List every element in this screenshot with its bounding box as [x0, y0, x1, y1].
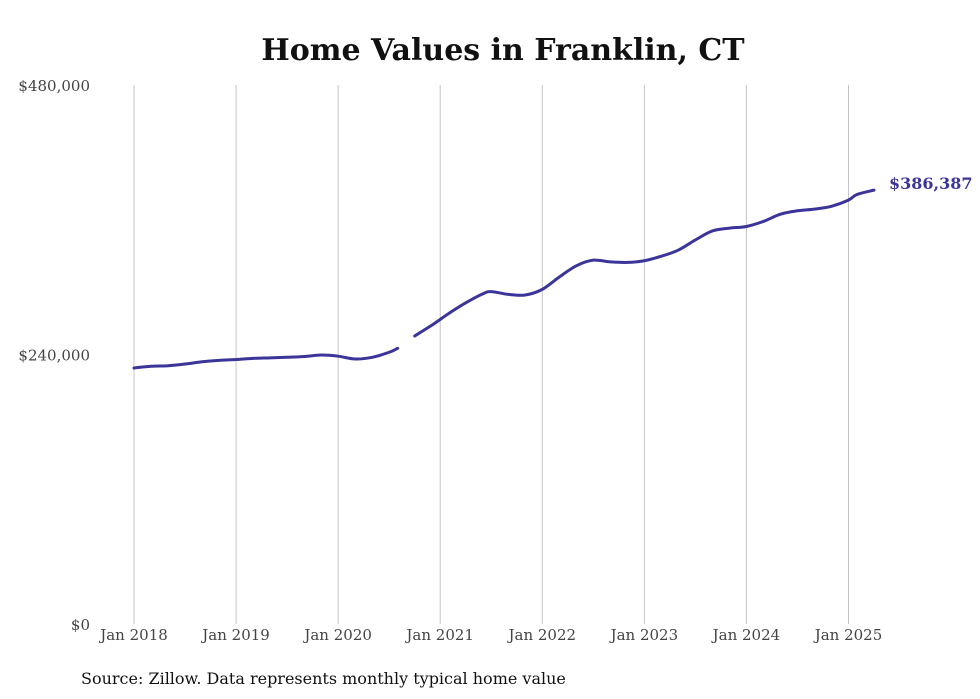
y-tick-label: $0: [71, 616, 90, 634]
end-value-label: $386,387: [889, 174, 973, 193]
x-tick-label: Jan 2019: [200, 626, 270, 644]
x-tick-label: Jan 2018: [98, 626, 168, 644]
y-axis-ticks: $0 $240,000 $480,000: [18, 77, 90, 634]
series-line-segment-1: [132, 346, 400, 370]
x-axis-ticks: Jan 2018 Jan 2019 Jan 2020 Jan 2021 Jan 2022…: [98, 626, 882, 644]
series-line-segment-2: [413, 188, 876, 338]
grid-lines: [133, 85, 849, 624]
x-tick-label: Jan 2021: [404, 626, 474, 644]
x-tick-label: Jan 2022: [506, 626, 576, 644]
source-note: Source: Zillow. Data represents monthly …: [81, 669, 566, 688]
chart-title: Home Values in Franklin, CT: [261, 33, 745, 68]
x-tick-label: Jan 2023: [609, 626, 679, 644]
x-tick-label: Jan 2025: [813, 626, 883, 644]
home-value-series: [132, 188, 876, 370]
y-tick-label: $240,000: [18, 347, 90, 365]
y-tick-label: $480,000: [18, 77, 90, 95]
x-tick-label: Jan 2020: [302, 626, 372, 644]
x-tick-label: Jan 2024: [711, 626, 781, 644]
